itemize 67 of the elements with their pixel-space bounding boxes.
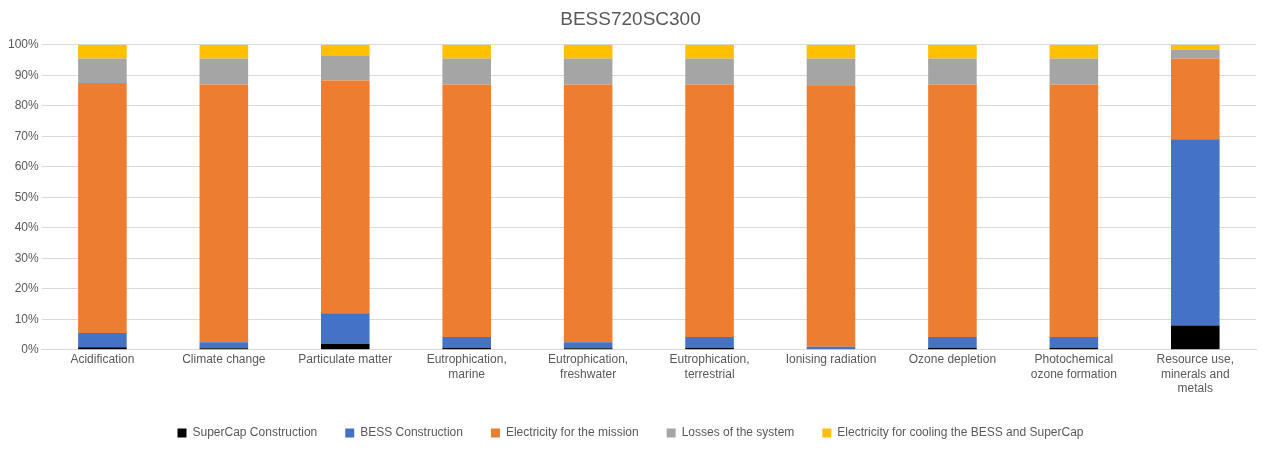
bar [78, 333, 127, 348]
bar [320, 343, 370, 350]
x-tick-label: Climate change [182, 352, 266, 367]
x-tick-label: Eutrophication, terrestrial [669, 352, 750, 381]
bar [1171, 139, 1220, 326]
bar [442, 58, 491, 85]
bar [442, 44, 491, 59]
x-tick-label: Eutrophication, marine [426, 352, 507, 381]
bar [563, 44, 613, 59]
bar [1049, 336, 1099, 348]
bar [199, 84, 249, 343]
y-tick-label: 30% [14, 250, 40, 265]
bar [199, 342, 249, 349]
legend-label: Electricity for the mission [505, 425, 639, 440]
bar [78, 58, 127, 83]
bar [928, 58, 977, 85]
bar [199, 58, 249, 85]
x-tick-label: Acidification [70, 352, 135, 367]
legend-label: Losses of the system [681, 425, 795, 440]
bar [320, 313, 370, 344]
bar [1171, 58, 1220, 140]
bar [320, 56, 370, 81]
bar [1049, 44, 1099, 59]
bar [442, 84, 491, 337]
x-tick-label: Photochemical ozone formation [1030, 352, 1117, 381]
bar [806, 58, 856, 86]
x-tick-label: Particulate matter [298, 352, 393, 367]
bar [928, 44, 977, 59]
y-tick-label: 10% [14, 311, 40, 326]
x-tick-label: Ozone depletion [908, 352, 997, 367]
bar [806, 85, 856, 347]
bar [78, 82, 127, 334]
bar [928, 336, 977, 348]
bar [78, 44, 127, 59]
bar [320, 80, 370, 314]
legend-label: BESS Construction [360, 425, 463, 440]
y-tick-label: 60% [14, 159, 40, 174]
bar [1049, 58, 1099, 85]
legend-label: Electricity for cooling the BESS and SuperCap [837, 425, 1084, 440]
bar [685, 58, 734, 85]
bar [928, 84, 977, 337]
bar [1049, 84, 1099, 337]
bar [806, 44, 856, 59]
y-tick-label: 70% [14, 128, 40, 143]
bar [685, 84, 734, 337]
bar [563, 84, 613, 343]
legend-label: SuperCap Construction [192, 425, 318, 440]
bar [1171, 49, 1220, 59]
y-tick-label: 50% [14, 189, 40, 204]
y-tick-label: 80% [14, 98, 40, 113]
bar [685, 336, 734, 348]
bar [320, 44, 370, 57]
bar [442, 336, 491, 348]
y-tick-label: 0% [21, 342, 40, 357]
x-tick-label: Ionising radiation [785, 352, 877, 367]
bar [1171, 325, 1220, 350]
chart-title: BESS720SC300 [560, 7, 701, 29]
x-tick-label: Eutrophication, freshwater [548, 352, 629, 381]
y-tick-label: 100% [7, 37, 40, 52]
y-tick-label: 40% [14, 220, 40, 235]
x-tick-label: Resource use, minerals and metals [1156, 352, 1234, 396]
y-tick-label: 20% [14, 281, 40, 296]
bar [563, 58, 613, 85]
bar [685, 44, 734, 59]
y-tick-label: 90% [14, 67, 40, 82]
bar [199, 44, 249, 59]
bar [563, 342, 613, 349]
